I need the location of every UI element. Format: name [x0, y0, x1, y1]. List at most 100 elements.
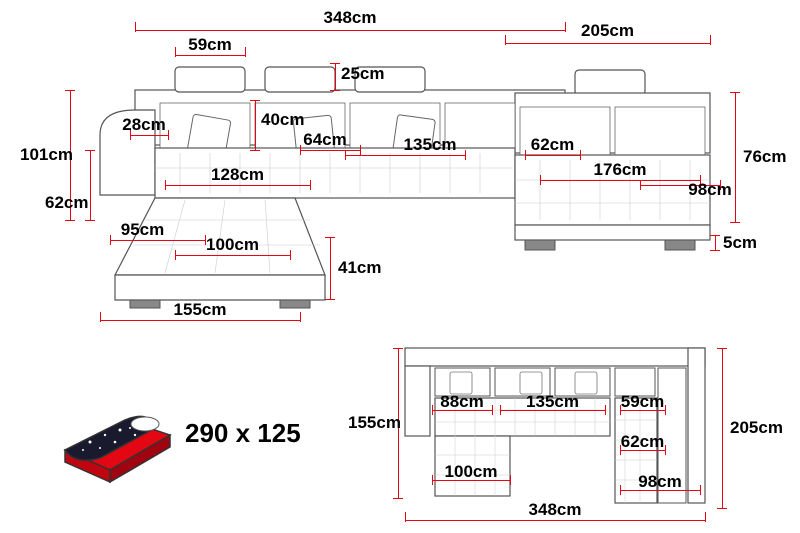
dimension-label: 205cm: [730, 418, 783, 438]
dimension-line: [65, 90, 75, 91]
dimension-line: [730, 222, 740, 223]
dimension-line: [85, 220, 95, 221]
dimension-label: 98cm: [638, 472, 681, 492]
dimension-line: [510, 475, 511, 485]
dimension-line: [432, 405, 433, 415]
dimension-label: 290 x 125: [185, 418, 301, 449]
dimension-label: 98cm: [688, 180, 731, 200]
dimension-line: [335, 63, 336, 90]
dimension-line: [580, 150, 581, 160]
dimension-label: 62cm: [531, 135, 574, 155]
dimension-line: [175, 55, 245, 56]
dimension-line: [500, 405, 501, 415]
dimension-line: [540, 180, 700, 181]
dimension-label: 59cm: [621, 392, 664, 412]
dimension-label: 100cm: [206, 235, 259, 255]
dimension-line: [345, 155, 465, 156]
dimension-line: [290, 250, 291, 260]
dimension-line: [525, 150, 526, 160]
dimension-line: [165, 185, 310, 186]
dimension-label: 100cm: [445, 462, 498, 482]
dimension-line: [710, 35, 711, 45]
dimension-line: [255, 100, 256, 150]
dimension-line: [85, 150, 95, 151]
dimension-line: [665, 445, 666, 455]
dimension-label: 5cm: [723, 233, 757, 253]
dimension-label: 155cm: [174, 300, 227, 320]
dimension-label: 135cm: [526, 392, 579, 412]
dimension-line: [717, 508, 727, 509]
dimension-line: [325, 299, 335, 300]
dimension-line: [110, 240, 205, 241]
dimension-line: [130, 135, 168, 136]
diagram-canvas: 348cm 59cm 25cm 205cm 101cm 62cm 28cm 40cm64cm 1…: [0, 0, 800, 533]
dimension-line: [405, 512, 406, 522]
dimension-line: [710, 250, 720, 251]
dimension-line: [330, 63, 340, 64]
dimension-line: [250, 100, 260, 101]
dimension-label: 40cm: [261, 110, 304, 130]
dimension-line: [345, 150, 346, 160]
dimension-line: [100, 320, 300, 321]
dimension-line: [640, 180, 641, 190]
dimension-line: [700, 485, 701, 495]
dimension-label: 95cm: [121, 220, 164, 240]
dimension-line: [405, 520, 705, 521]
dimension-line: [175, 47, 176, 57]
dimension-line: [300, 312, 301, 322]
dimension-line: [715, 235, 716, 250]
dimension-line: [175, 255, 290, 256]
dimension-label: 76cm: [743, 147, 786, 167]
dimension-line: [100, 312, 101, 322]
dimension-line: [705, 512, 706, 522]
dimension-line: [65, 220, 75, 221]
dimension-line: [465, 150, 466, 160]
dimension-line: [565, 22, 566, 32]
dimension-line: [300, 145, 301, 155]
dimension-line: [505, 43, 710, 44]
dimension-line: [168, 130, 169, 140]
dimension-line: [665, 405, 666, 415]
dimension-label: 88cm: [440, 392, 483, 412]
dimension-line: [360, 145, 361, 155]
dimension-label: 205cm: [581, 21, 634, 41]
dimension-line: [722, 348, 723, 508]
dimension-line: [432, 475, 433, 485]
dimension-line: [393, 498, 403, 499]
dimension-line: [717, 348, 727, 349]
dimension-label: 62cm: [45, 193, 88, 213]
dimension-label: 28cm: [122, 115, 165, 135]
dimension-label: 64cm: [303, 130, 346, 150]
dimension-label: 128cm: [211, 165, 264, 185]
dimension-line: [135, 30, 565, 31]
dimension-line: [245, 47, 246, 57]
dimension-line: [325, 237, 335, 238]
dimension-line: [605, 405, 606, 415]
dimension-line: [540, 175, 541, 185]
dimension-label: 62cm: [621, 432, 664, 452]
dimension-label: 155cm: [348, 413, 401, 433]
dimension-line: [250, 150, 260, 151]
dimension-line: [90, 150, 91, 220]
dimension-line: [710, 235, 720, 236]
dimension-label: 176cm: [594, 160, 647, 180]
dimension-line: [175, 250, 176, 260]
dimension-label: 25cm: [341, 64, 384, 84]
dimension-line: [492, 405, 493, 415]
dimension-line: [735, 92, 736, 222]
dimension-label: 135cm: [404, 135, 457, 155]
dimension-line: [135, 22, 136, 32]
dimension-line: [505, 35, 506, 45]
dimension-line: [330, 237, 331, 299]
bed-icon: [55, 400, 175, 490]
dimension-label: 41cm: [338, 258, 381, 278]
dimension-label: 348cm: [324, 8, 377, 28]
dimension-line: [165, 180, 166, 190]
dimension-label: 59cm: [188, 35, 231, 55]
dimension-line: [730, 92, 740, 93]
dimension-label: 101cm: [20, 145, 73, 165]
dimension-line: [300, 150, 360, 151]
dimension-line: [620, 485, 621, 495]
dimension-line: [310, 180, 311, 190]
dimension-line: [110, 235, 111, 245]
